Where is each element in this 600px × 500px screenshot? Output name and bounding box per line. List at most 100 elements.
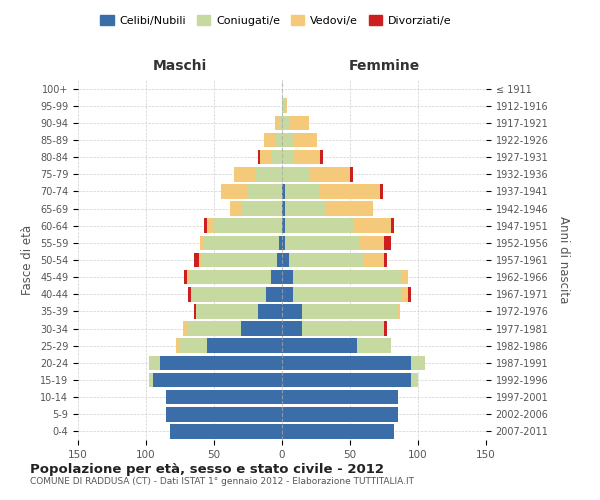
Bar [248, 184, 282, 198]
Bar [200, 236, 205, 250]
Bar [319, 184, 380, 198]
Bar [279, 116, 282, 130]
Bar [282, 132, 293, 148]
Bar [235, 167, 255, 182]
Bar [289, 252, 364, 268]
Bar [221, 184, 248, 198]
Bar [176, 338, 180, 353]
Bar [282, 407, 398, 422]
Bar [188, 287, 191, 302]
Bar [285, 98, 287, 113]
Bar [205, 236, 279, 250]
Bar [411, 372, 418, 388]
Bar [282, 424, 394, 438]
Bar [289, 116, 309, 130]
Bar [384, 322, 387, 336]
Bar [357, 338, 391, 353]
Bar [184, 270, 187, 284]
Bar [279, 236, 282, 250]
Bar [282, 287, 293, 302]
Text: COMUNE DI RADDUSA (CT) - Dati ISTAT 1° gennaio 2012 - Elaborazione TUTTITALIA.IT: COMUNE DI RADDUSA (CT) - Dati ISTAT 1° g… [30, 478, 414, 486]
Bar [401, 270, 409, 284]
Bar [282, 116, 289, 130]
Bar [194, 304, 196, 318]
Bar [282, 322, 302, 336]
Y-axis label: Anni di nascita: Anni di nascita [557, 216, 570, 304]
Bar [166, 407, 282, 422]
Bar [194, 252, 199, 268]
Text: Maschi: Maschi [153, 59, 207, 73]
Bar [275, 116, 279, 130]
Bar [302, 304, 398, 318]
Bar [149, 372, 153, 388]
Bar [282, 356, 411, 370]
Bar [282, 338, 357, 353]
Bar [411, 356, 425, 370]
Bar [255, 167, 282, 182]
Bar [285, 184, 319, 198]
Bar [180, 338, 207, 353]
Bar [282, 202, 285, 216]
Bar [196, 304, 257, 318]
Bar [153, 372, 282, 388]
Bar [398, 304, 400, 318]
Bar [320, 150, 323, 164]
Bar [207, 218, 214, 233]
Bar [285, 236, 359, 250]
Legend: Celibi/Nubili, Coniugati/e, Vedovi/e, Divorziati/e: Celibi/Nubili, Coniugati/e, Vedovi/e, Di… [96, 10, 456, 30]
Bar [293, 132, 317, 148]
Bar [364, 252, 384, 268]
Bar [293, 270, 401, 284]
Bar [277, 252, 282, 268]
Bar [282, 98, 285, 113]
Bar [282, 236, 285, 250]
Bar [282, 184, 285, 198]
Bar [166, 390, 282, 404]
Bar [293, 150, 320, 164]
Bar [241, 202, 282, 216]
Bar [160, 356, 282, 370]
Bar [149, 356, 160, 370]
Bar [282, 167, 309, 182]
Bar [380, 184, 383, 198]
Bar [401, 287, 409, 302]
Bar [282, 270, 293, 284]
Bar [391, 218, 394, 233]
Bar [199, 252, 202, 268]
Y-axis label: Fasce di età: Fasce di età [22, 225, 34, 295]
Text: Popolazione per età, sesso e stato civile - 2012: Popolazione per età, sesso e stato civil… [30, 462, 384, 475]
Bar [260, 150, 271, 164]
Bar [230, 202, 241, 216]
Bar [326, 202, 373, 216]
Bar [282, 218, 285, 233]
Bar [309, 167, 350, 182]
Bar [275, 132, 282, 148]
Bar [409, 287, 411, 302]
Bar [265, 132, 275, 148]
Bar [282, 150, 293, 164]
Bar [285, 218, 353, 233]
Bar [187, 270, 190, 284]
Bar [205, 218, 207, 233]
Bar [282, 390, 398, 404]
Bar [285, 202, 326, 216]
Bar [384, 252, 387, 268]
Bar [202, 252, 277, 268]
Bar [293, 287, 401, 302]
Bar [282, 304, 302, 318]
Bar [282, 252, 289, 268]
Bar [190, 270, 271, 284]
Bar [187, 322, 241, 336]
Bar [257, 150, 260, 164]
Bar [271, 150, 282, 164]
Text: Femmine: Femmine [349, 59, 419, 73]
Bar [353, 218, 391, 233]
Bar [384, 236, 391, 250]
Bar [359, 236, 384, 250]
Bar [302, 322, 384, 336]
Bar [282, 372, 411, 388]
Bar [266, 287, 282, 302]
Bar [170, 424, 282, 438]
Bar [214, 218, 282, 233]
Bar [207, 338, 282, 353]
